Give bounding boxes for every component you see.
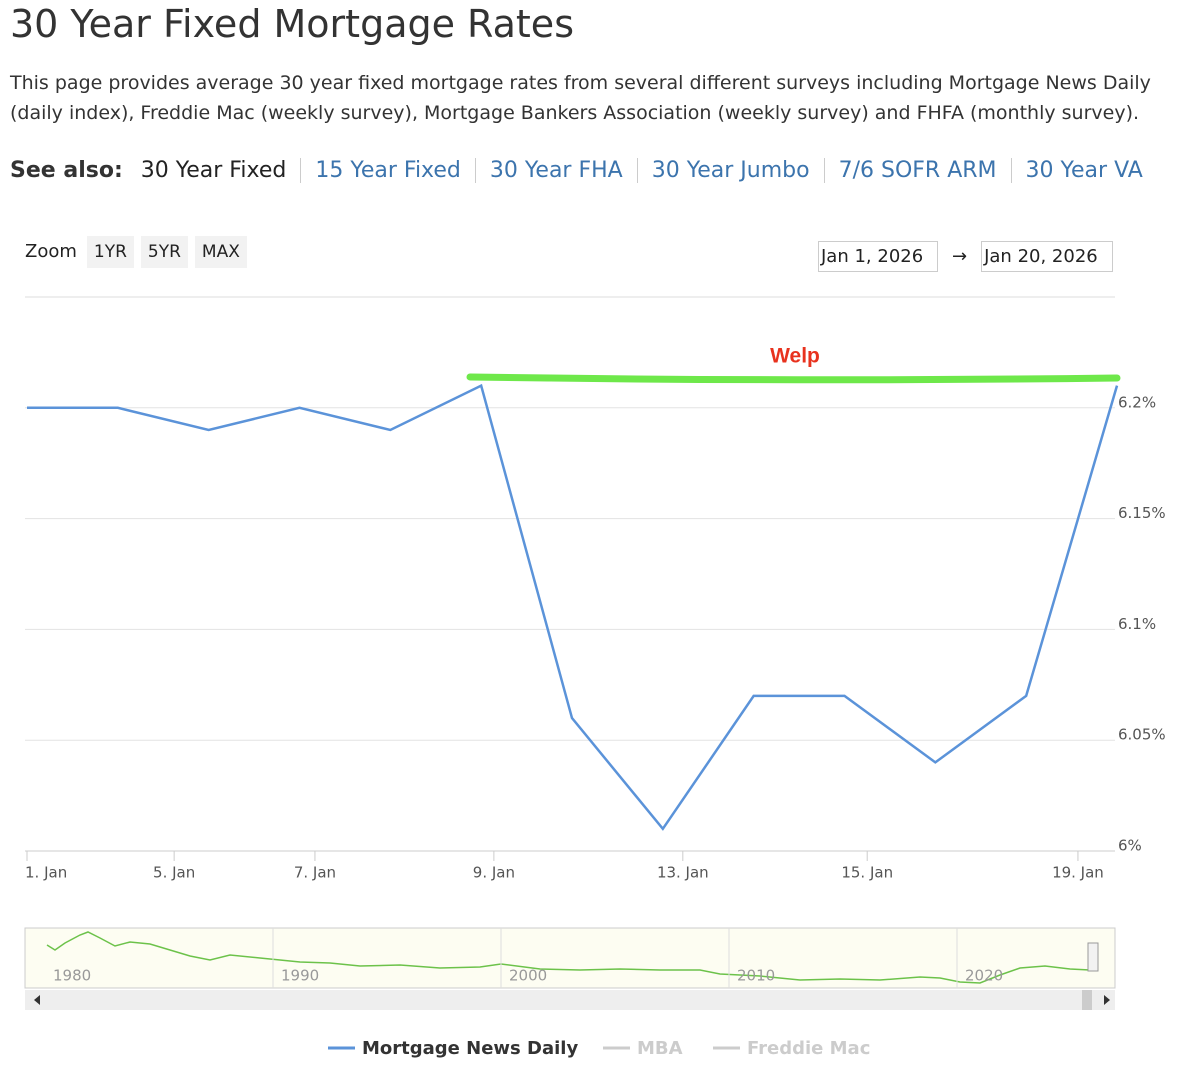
description: This page provides average 30 year fixed… — [10, 72, 1151, 124]
x-tick-label: 1. Jan — [25, 864, 67, 882]
nav-link[interactable]: 30 Year VA — [1010, 158, 1157, 183]
navigator-handle[interactable] — [1087, 942, 1099, 972]
legend-label[interactable]: Mortgage News Daily — [362, 1038, 578, 1059]
nav-link[interactable]: 30 Year Fixed — [140, 158, 287, 183]
date-from[interactable]: Jan 1, 2026 — [818, 241, 938, 272]
y-tick-label: 6.15% — [1118, 504, 1166, 522]
nav-link[interactable]: 15 Year Fixed — [300, 158, 475, 183]
annotation-text: Welp — [770, 345, 820, 368]
see-also: See also: 30 Year Fixed 15 Year Fixed 30 Y… — [10, 158, 1157, 183]
series-line — [27, 383, 1119, 831]
page-title: 30 Year Fixed Mortgage Rates — [10, 2, 574, 46]
arrow: → — [952, 246, 968, 267]
x-tick-label: 7. Jan — [294, 864, 336, 882]
see-also-label: See also: — [10, 158, 123, 183]
navigator-series — [46, 931, 1091, 984]
date-range: Jan 1, 2026 → Jan 20, 2026 — [818, 241, 1114, 272]
x-tick-label: 13. Jan — [657, 864, 709, 882]
navigator — [24, 927, 1116, 989]
x-tick-label: 5. Jan — [153, 864, 195, 882]
navigator-label: 2010 — [737, 967, 775, 985]
y-tick-label: 6% — [1118, 837, 1142, 855]
x-tick-label: 15. Jan — [841, 864, 893, 882]
scrollbar[interactable] — [25, 990, 1115, 1010]
annotation-line — [466, 373, 1121, 384]
legend-label[interactable]: MBA — [637, 1038, 683, 1059]
navigator-label: 2000 — [509, 967, 547, 985]
navigator-label: 1980 — [53, 967, 91, 985]
date-to[interactable]: Jan 20, 2026 — [981, 241, 1114, 272]
zoom-button[interactable]: 5YR — [140, 236, 188, 268]
x-tick-label: 19. Jan — [1052, 864, 1104, 882]
navigator-label: 1990 — [281, 967, 319, 985]
zoom-button[interactable]: 1YR — [86, 236, 134, 268]
nav-link[interactable]: 7/6 SOFR ARM — [823, 158, 1011, 183]
legend-label[interactable]: Freddie Mac — [747, 1038, 870, 1059]
scroll-left[interactable] — [34, 995, 40, 1005]
nav-link[interactable]: 30 Year FHA — [474, 158, 637, 183]
nav-link[interactable]: 30 Year Jumbo — [636, 158, 824, 183]
zoom-buttons: 1YR 5YR MAX — [86, 236, 254, 268]
zoom: Zoom 1YR 5YR MAX — [25, 236, 254, 268]
zoom-label: Zoom — [25, 241, 77, 262]
scrollbar-thumb[interactable] — [1082, 990, 1092, 1010]
y-tick-label: 6.05% — [1118, 726, 1166, 744]
y-tick-label: 6.2% — [1118, 393, 1156, 411]
links: 30 Year Fixed 15 Year Fixed 30 Year FHA 30 … — [141, 158, 1157, 183]
scroll-right[interactable] — [1104, 995, 1110, 1005]
x-tick-label: 9. Jan — [473, 864, 515, 882]
zoom-button[interactable]: MAX — [194, 236, 247, 268]
navigator-label: 2020 — [965, 967, 1003, 985]
y-tick-label: 6.1% — [1118, 615, 1156, 633]
